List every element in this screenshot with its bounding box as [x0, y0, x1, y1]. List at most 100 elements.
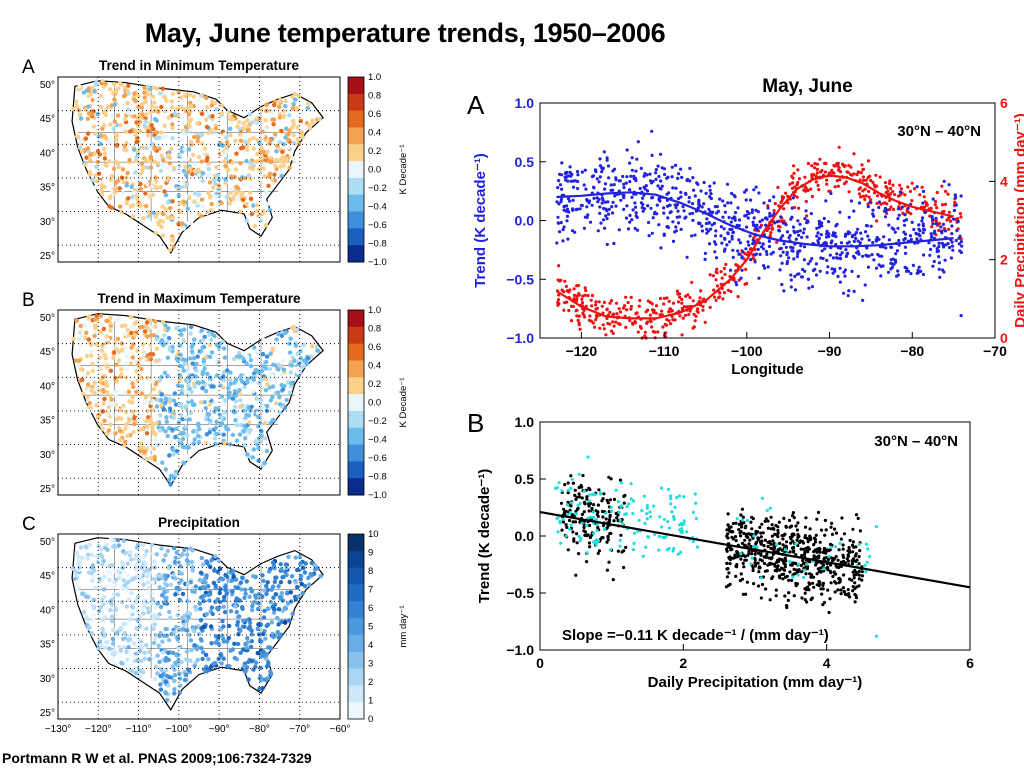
y-axis-label: Trend (K decade⁻¹) — [476, 469, 493, 604]
colorbar-segment — [348, 377, 364, 395]
lat-tick-label: 35° — [40, 640, 55, 651]
map-title: Trend in Minimum Temperature — [99, 58, 300, 73]
colorbar-segment — [348, 584, 364, 602]
lon-tick-label: −70° — [289, 724, 310, 735]
map-panel-precipitation: C Precipitation 50° 45° 40° 35° 30° 25° −130° −12… — [22, 514, 409, 735]
colorbar-segment — [348, 685, 364, 703]
y-tick-label: −1.0 — [506, 642, 534, 658]
precip-fit-line — [555, 174, 954, 320]
lat-tick-label: 35° — [40, 416, 55, 427]
colorbar-tick-label: −0.2 — [368, 416, 387, 427]
colorbar-segment — [348, 110, 364, 128]
lat-tick-label: 50° — [40, 537, 55, 548]
colorbar-tick-label: 8 — [368, 566, 373, 577]
map-panel-letter: C — [22, 514, 36, 535]
latitude-annotation: 30°N – 40°N — [874, 433, 958, 450]
x-tick-label: 2 — [679, 655, 687, 671]
colorbar-segment — [348, 194, 364, 213]
colorbar-segment — [348, 634, 364, 653]
colorbar-tick-label: 6 — [368, 603, 373, 614]
colorbar-frame — [347, 76, 365, 263]
cyan-points — [553, 455, 879, 638]
map-panel-letter: B — [22, 290, 35, 311]
colorbar-segment — [348, 245, 364, 263]
page-title: May, June temperature trends, 1950–2006 — [144, 18, 666, 48]
map-grid — [58, 77, 340, 262]
lon-tick-label: −120° — [85, 724, 112, 735]
colorbar-label: K Decade⁻¹ — [398, 378, 409, 428]
citation: Portmann R W et al. PNAS 2009;106:7324-7… — [2, 750, 312, 766]
station-dots — [71, 536, 323, 703]
map-panel-max-temp: B Trend in Maximum Temperature 50° 45° 40° 35… — [22, 290, 409, 501]
lat-tick-label: 35° — [40, 183, 55, 194]
lon-tick-label: −100° — [166, 724, 193, 735]
colorbar-segment — [348, 618, 364, 636]
colorbar-segment — [348, 360, 364, 378]
colorbar-tick-label: 0.0 — [368, 398, 381, 409]
colorbar-tick-label: 0.6 — [368, 109, 381, 120]
lat-tick-label: 45° — [40, 347, 55, 358]
colorbar-tick-label: −0.4 — [368, 202, 387, 213]
y-tick-label: −0.5 — [506, 271, 534, 287]
chart-title: May, June — [762, 76, 852, 97]
colorbar-tick-label: −0.6 — [368, 453, 387, 464]
colorbar-tick-label: −0.8 — [368, 472, 387, 483]
colorbar-segment — [348, 702, 364, 720]
slope-annotation: Slope =−0.11 K decade⁻¹ / (mm day⁻¹) — [562, 627, 829, 644]
lat-tick-label: 25° — [40, 484, 55, 495]
y-tick-label: 1.0 — [515, 95, 535, 111]
lat-tick-label: 40° — [40, 605, 55, 616]
colorbar-tick-label: 0.6 — [368, 342, 381, 353]
lon-tick-label: −60° — [330, 724, 351, 735]
y-tick-label: 0.0 — [515, 528, 535, 544]
map-title: Trend in Maximum Temperature — [97, 291, 301, 306]
colorbar-segment — [348, 461, 364, 479]
colorbar-tick-label: 7 — [368, 585, 373, 596]
y2-tick-label: 2 — [1000, 252, 1008, 268]
chart-trend-vs-precipitation: B 0 2 4 6 1.0 0.5 0.0 −0.5 −1.0 Daily Precipitatio… — [467, 408, 974, 691]
lat-tick-label: 25° — [40, 251, 55, 262]
colorbar-label: mm day⁻¹ — [398, 606, 409, 648]
colorbar-tick-label: −0.6 — [368, 220, 387, 231]
lat-tick-label: 45° — [40, 571, 55, 582]
colorbar-tick-label: 1.0 — [368, 305, 381, 316]
colorbar-segment — [348, 310, 364, 328]
colorbar-segment — [348, 534, 364, 552]
colorbar-tick-label: 0.4 — [368, 128, 381, 139]
colorbar-tick-label: 0.4 — [368, 361, 381, 372]
y-tick-label: 0.5 — [515, 471, 535, 487]
y2-tick-label: 4 — [1000, 173, 1008, 189]
x-tick-label: −90 — [818, 343, 842, 359]
x-tick-label: −80 — [900, 343, 924, 359]
colorbar-segment — [348, 144, 364, 162]
y2-axis-label: Daily Precipitation (mm day⁻¹) — [1012, 113, 1024, 328]
station-dots — [71, 313, 321, 487]
x-axis-label: Daily Precipitation (mm day⁻¹) — [648, 674, 863, 691]
colorbar-segment — [348, 601, 364, 619]
colorbar-segment — [348, 93, 364, 112]
colorbar-label: K Decade⁻¹ — [398, 145, 409, 195]
black-points — [559, 473, 864, 615]
colorbar-segment — [348, 394, 364, 412]
lon-tick-label: −90° — [209, 724, 230, 735]
x-tick-label: −100 — [731, 343, 763, 359]
y-axis-label: Trend (K decade⁻¹) — [472, 153, 489, 288]
lat-tick-label: 30° — [40, 674, 55, 685]
colorbar-segment — [348, 127, 364, 145]
colorbar-segment — [348, 410, 364, 429]
y2-tick-label: 6 — [1000, 95, 1008, 111]
colorbar-tick-label: −0.4 — [368, 435, 387, 446]
colorbar-segment — [348, 567, 364, 585]
colorbar-frame — [347, 533, 365, 720]
colorbar-segment — [348, 161, 364, 179]
colorbar-tick-label: 5 — [368, 622, 373, 633]
colorbar-segment — [348, 211, 364, 229]
x-tick-label: 4 — [823, 655, 831, 671]
colorbar-tick-label: 1 — [368, 696, 373, 707]
colorbar-segment — [348, 343, 364, 361]
colorbar-tick-label: 3 — [368, 659, 373, 670]
lat-tick-label: 40° — [40, 381, 55, 392]
colorbar-segment — [348, 326, 364, 345]
lat-tick-label: 30° — [40, 450, 55, 461]
colorbar-tick-label: −0.2 — [368, 183, 387, 194]
